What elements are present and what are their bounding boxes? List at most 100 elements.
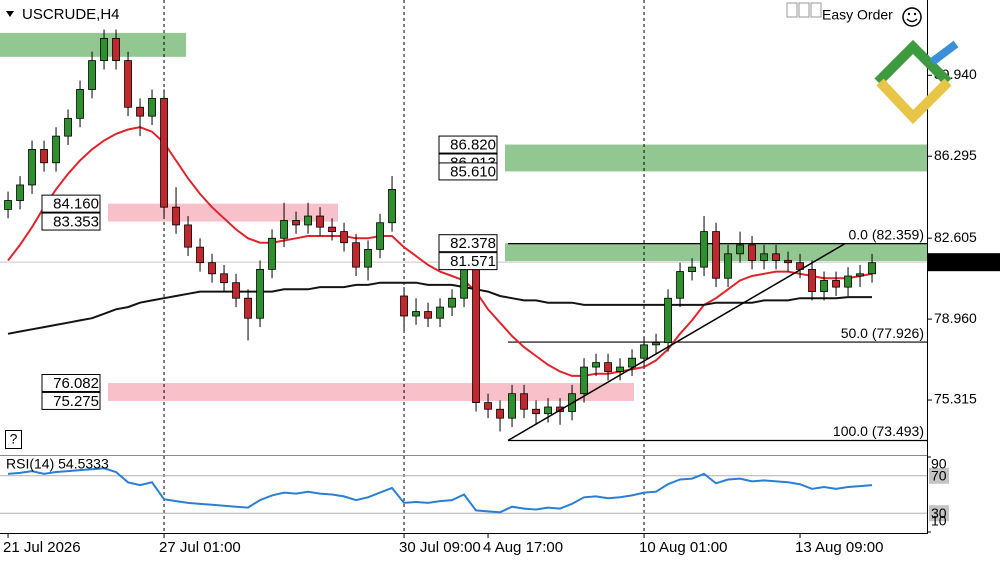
toolbar-icons[interactable]: [786, 2, 822, 18]
candle-body: [412, 311, 420, 317]
candle-body: [472, 268, 480, 403]
candle-body: [76, 89, 84, 119]
candle-body: [196, 246, 204, 264]
candle-body: [52, 135, 60, 164]
candle-body: [280, 220, 288, 239]
candle-body: [700, 231, 708, 268]
fib-label: 50.0 (77.926): [841, 325, 924, 341]
candle-body: [256, 268, 264, 319]
zone-label-box: [41, 212, 101, 231]
candle-body: [400, 295, 408, 317]
zone-label: 82.378: [450, 235, 496, 252]
zone: [505, 144, 927, 172]
zone: [108, 383, 634, 401]
candle-body: [436, 306, 444, 319]
easy-order-button[interactable]: Easy Order: [822, 7, 893, 23]
zone-label-box: [41, 194, 101, 213]
rsi-level-box: [929, 467, 949, 484]
candle-body: [148, 97, 156, 117]
candle-body: [784, 260, 792, 264]
zone-label-box: [438, 162, 498, 181]
x-tick-label: 4 Aug 17:00: [483, 539, 563, 556]
symbol-menu-arrow[interactable]: [6, 11, 14, 17]
candle-body: [112, 38, 120, 62]
candle-body: [292, 220, 300, 226]
candle-body: [316, 215, 324, 228]
candle-body: [100, 38, 108, 62]
candle-body: [544, 406, 552, 415]
candle-body: [688, 266, 696, 272]
candle-body: [40, 149, 48, 164]
zones: [0, 32, 927, 401]
rsi-tick-label: 90: [931, 456, 947, 472]
candle-body: [340, 231, 348, 244]
candle-body: [460, 268, 468, 299]
symbol-title: USCRUDE,H4: [22, 6, 120, 23]
help-button[interactable]: [5, 430, 22, 449]
moving-average: [7, 126, 873, 377]
candle-body: [424, 311, 432, 319]
y-tick-label: 82.605: [934, 229, 977, 245]
zone-label-box: [438, 135, 498, 154]
candle-body: [268, 237, 276, 270]
candle-body: [136, 106, 144, 117]
candle-body: [172, 206, 180, 226]
candle-body: [532, 408, 540, 415]
candle-body: [304, 215, 312, 226]
candle-body: [760, 253, 768, 261]
rsi-level-label: 70: [931, 467, 947, 483]
candle-body: [676, 271, 684, 299]
zone-label: 84.160: [53, 196, 99, 213]
candle-body: [712, 231, 720, 279]
candle-body: [772, 253, 780, 261]
candle-body: [184, 224, 192, 248]
candle-body: [832, 280, 840, 288]
x-tick-label: 13 Aug 09:00: [795, 539, 883, 556]
candle-body: [28, 149, 36, 186]
zone-label: 85.610: [450, 163, 496, 180]
candle-body: [388, 189, 396, 224]
candle-body: [808, 268, 816, 292]
candle-body: [580, 366, 588, 395]
zone-label: 86.820: [450, 137, 496, 154]
candle-body: [64, 117, 72, 137]
rsi-tick-label: 10: [931, 513, 947, 529]
zone-label: 75.275: [53, 393, 99, 410]
zone-label: 83.353: [53, 214, 99, 231]
candle-body: [748, 244, 756, 261]
candle-body: [448, 297, 456, 308]
candle-body: [88, 60, 96, 90]
zone-label: 81.571: [450, 253, 496, 270]
x-tick-label: 27 Jul 01:00: [159, 539, 241, 556]
candle-body: [628, 357, 636, 368]
candle-body: [4, 200, 12, 210]
candle-body: [652, 342, 660, 346]
indicator-lines: [7, 126, 927, 514]
candle-body: [640, 344, 648, 359]
fib-label: 0.0 (82.359): [849, 226, 925, 242]
candle-body: [244, 297, 252, 319]
candle-body: [820, 280, 828, 292]
candle-body: [856, 273, 864, 277]
y-tick-label: 78.960: [934, 310, 977, 326]
candle-body: [16, 184, 24, 201]
zone-label-box: [438, 252, 498, 271]
zone: [108, 203, 338, 222]
logo: [874, 39, 959, 125]
candle-body: [616, 366, 624, 372]
candle-body: [724, 253, 732, 279]
smiley-icon: [902, 7, 922, 27]
y-tick-label: 75.315: [934, 391, 977, 407]
candle-body: [328, 226, 336, 233]
candle-body: [844, 275, 852, 288]
candle-body: [604, 362, 612, 372]
candle-body: [124, 60, 132, 108]
rsi-line: [7, 467, 873, 514]
rsi-level-box: [929, 505, 949, 522]
zone-label-box: [41, 374, 101, 393]
rsi-level-label: 30: [931, 505, 947, 521]
last-price-label: 81.523: [934, 254, 977, 270]
candle-body: [352, 242, 360, 268]
